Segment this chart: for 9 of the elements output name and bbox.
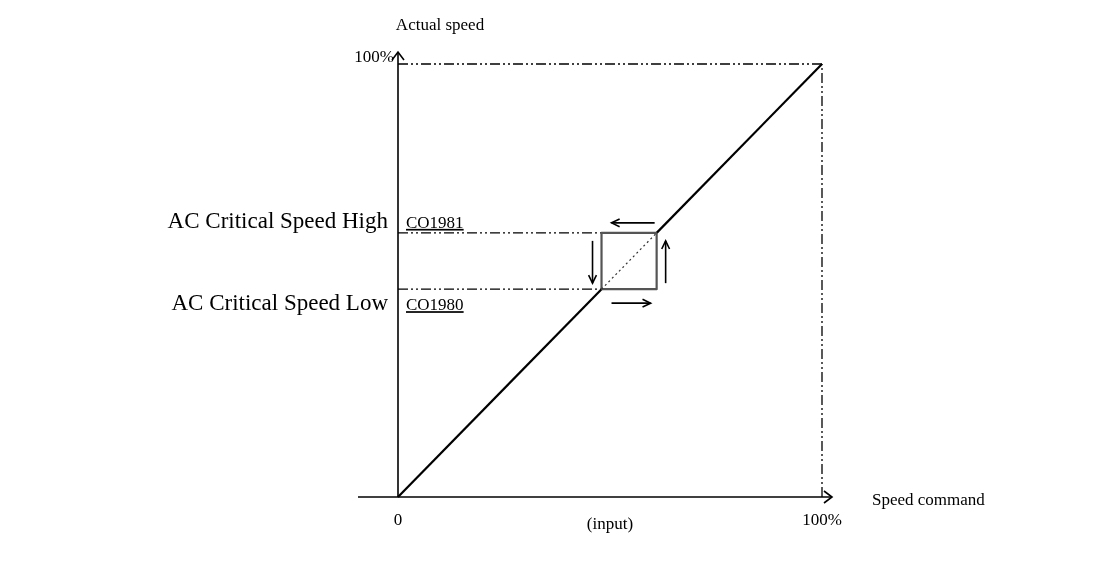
x-axis-title: Speed command xyxy=(872,490,986,509)
x-tick-label: 0 xyxy=(393,510,403,529)
text: (input) xyxy=(586,514,634,533)
ref-line-label: CO1980 xyxy=(406,295,464,315)
y-axis-title: Actual speed xyxy=(395,15,485,34)
text: AC Critical Speed Low xyxy=(171,290,389,316)
ref-line-label: CO1981 xyxy=(406,212,464,232)
ref-line-label: 100% xyxy=(354,47,394,66)
text: AC Critical Speed High xyxy=(167,207,389,233)
